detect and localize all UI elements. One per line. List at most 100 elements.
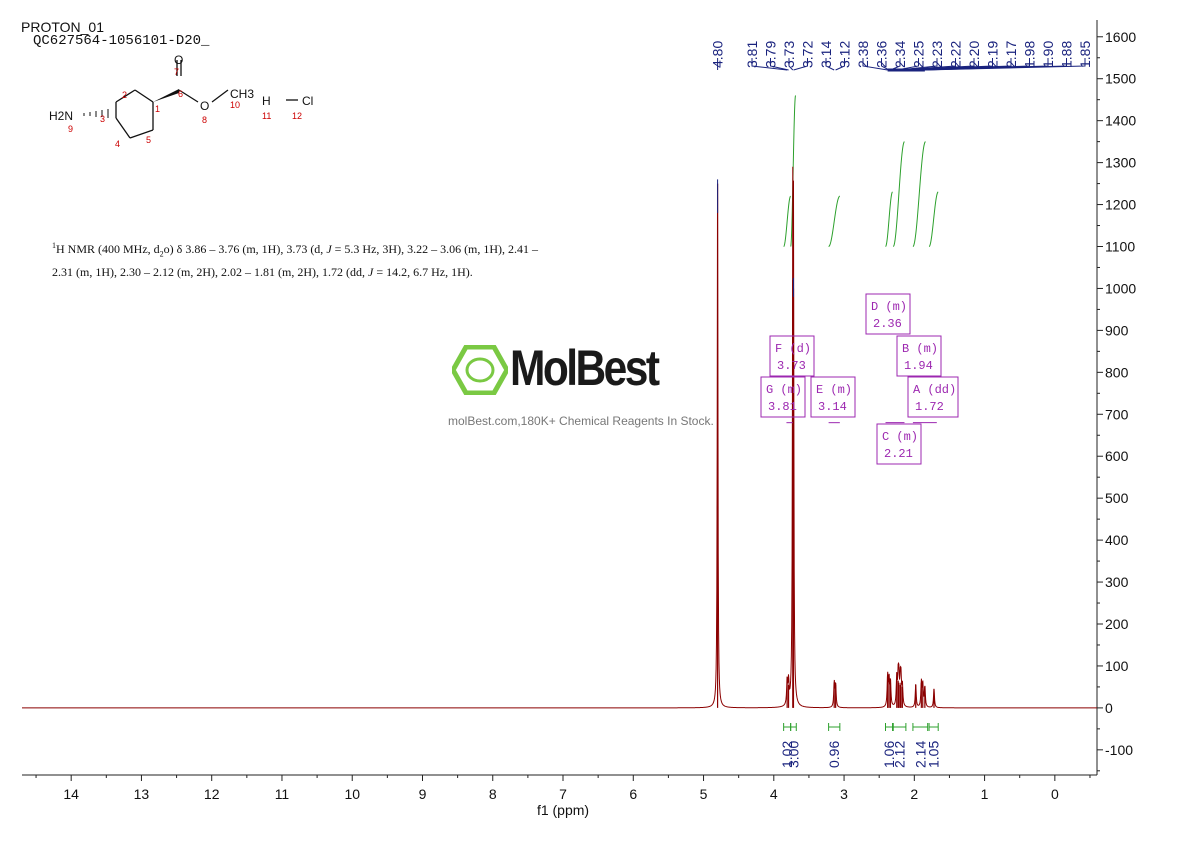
atom-h-index: 11	[262, 111, 271, 121]
multiplet-name: G (m)	[766, 383, 802, 397]
peak-label: 2.22	[948, 41, 964, 68]
y-tick-label: 1600	[1105, 29, 1136, 45]
y-tick-label: 900	[1105, 322, 1129, 338]
multiplet-box	[760, 376, 806, 418]
y-tick-label: 0	[1105, 700, 1113, 716]
integral-value: 2.14	[912, 741, 928, 768]
x-tick-label: 10	[344, 786, 360, 802]
peak-label-connector	[793, 58, 808, 71]
multiplet-shift: 3.73	[777, 359, 806, 373]
multiplet-name: C (m)	[882, 430, 918, 444]
x-tick-label: 7	[559, 786, 567, 802]
multiplet-shift: 1.72	[915, 400, 944, 414]
multiplet-box	[896, 335, 942, 377]
integral-curve	[828, 195, 840, 247]
peak-label-connector	[770, 58, 789, 71]
x-tick-label: 2	[910, 786, 918, 802]
integral-value: 1.05	[926, 741, 942, 768]
multiplet-box	[865, 293, 911, 335]
peak-label: 3.73	[781, 41, 797, 68]
multiplet-boxes-group: F (d) 3.73 G (m) 3.81 E (m) 3.14 D (m) 2.36B (m…	[760, 293, 959, 465]
peak-label: 3.81	[744, 41, 760, 68]
y-tick-label: 700	[1105, 406, 1129, 422]
atom-ch3: CH3	[230, 87, 254, 101]
peak-label: 2.17	[1003, 41, 1019, 68]
peak-label: 2.34	[892, 41, 908, 68]
atom-ch3-index: 10	[230, 100, 240, 110]
peak-label: 1.98	[1022, 41, 1038, 68]
atom-nh2-index: 9	[68, 124, 73, 134]
peak-label: 3.14	[818, 41, 834, 68]
multiplet-shift: 3.81	[768, 400, 797, 414]
integral-value: 1.02	[779, 741, 795, 768]
multiplet-name: D (m)	[871, 300, 907, 314]
multiplet-shift: 3.14	[818, 400, 847, 414]
atom-h: H	[262, 94, 271, 108]
nmr-line2-b: = 14.2, 6.7 Hz, 1H).	[373, 265, 473, 280]
x-tick-label: 8	[489, 786, 497, 802]
peak-label: 3.79	[763, 41, 779, 68]
multiplet-box	[769, 335, 815, 377]
y-tick-label: 400	[1105, 532, 1129, 548]
y-tick-label: 200	[1105, 616, 1129, 632]
peak-label: 2.38	[855, 41, 871, 68]
atom-o8-index: 8	[202, 115, 207, 125]
x-tick-label: 4	[770, 786, 778, 802]
x-tick-label: 12	[204, 786, 220, 802]
peak-label: 1.88	[1059, 41, 1075, 68]
x-tick-label: 6	[629, 786, 637, 802]
peak-labels-group: 4.80 3.81 3.79 3.73 3.72 3.14 3.12 2.38 2.36 2.34…	[710, 41, 1093, 72]
peak-label: 2.23	[929, 41, 945, 68]
coupling-j-1: J	[326, 242, 332, 256]
nmr-description: 1H NMR (400 MHz, d2o) δ 3.86 – 3.76 (m, …	[52, 237, 612, 281]
integral-labels-group: 1.023.00 0.96 1.062.12 2.141.05	[779, 723, 942, 768]
y-tick-label: 800	[1105, 364, 1129, 380]
hexagon-logo-icon	[452, 345, 508, 395]
peak-label-connector	[825, 58, 835, 71]
integral-curve	[912, 141, 926, 247]
sample-id: QC627564-1056101-D20_	[33, 33, 210, 49]
y-tick-label: -100	[1105, 742, 1133, 758]
ring-index-2: 2	[122, 90, 127, 100]
x-tick-label: 13	[134, 786, 150, 802]
atom-cl-index: 12	[292, 111, 302, 121]
ring-index-1: 1	[155, 104, 160, 114]
peak-label: 2.20	[966, 41, 982, 68]
multiplet-shift: 1.94	[904, 359, 933, 373]
solvent-subscript: 2	[159, 249, 164, 259]
nucleus-superscript: 1	[52, 241, 56, 250]
y-tick-label: 1200	[1105, 197, 1136, 213]
multiplet-box	[907, 376, 959, 418]
x-tick-label: 0	[1051, 786, 1059, 802]
peak-label: 2.25	[911, 41, 927, 68]
y-tick-label: 300	[1105, 574, 1129, 590]
integral-curve	[928, 191, 939, 247]
x-tick-label: 9	[419, 786, 427, 802]
multiplet-box	[810, 376, 856, 418]
peak-label-connector	[751, 58, 788, 71]
x-tick-label: 5	[700, 786, 708, 802]
nmr-line2-a: 2.31 (m, 1H), 2.30 – 2.12 (m, 2H), 2.02 …	[52, 265, 368, 280]
multiplet-name: F (d)	[775, 342, 811, 356]
ring-index-5: 5	[146, 135, 151, 145]
integral-curves-group	[783, 95, 939, 247]
peak-label: 3.12	[837, 41, 853, 68]
integral-curve	[783, 195, 791, 247]
spectrum-title: PROTON_01	[21, 19, 104, 35]
integral-value: 1.06	[881, 741, 897, 768]
y-tick-label: 1500	[1105, 71, 1136, 87]
brand-name: MolBest	[510, 340, 660, 396]
integral-value: 0.96	[826, 741, 842, 768]
peak-label-connector	[881, 58, 890, 71]
peak-label-connector	[835, 58, 845, 71]
x-tick-label: 3	[840, 786, 848, 802]
integral-value: 3.00	[786, 741, 802, 768]
y-tick-label: 1300	[1105, 155, 1136, 171]
atom-o8: O	[200, 99, 209, 113]
x-tick-label: 14	[63, 786, 79, 802]
peak-label: 2.36	[874, 41, 890, 68]
y-tick-label: 500	[1105, 490, 1129, 506]
peak-label-connector	[902, 58, 1012, 71]
multiplet-shift: 2.21	[884, 447, 913, 461]
